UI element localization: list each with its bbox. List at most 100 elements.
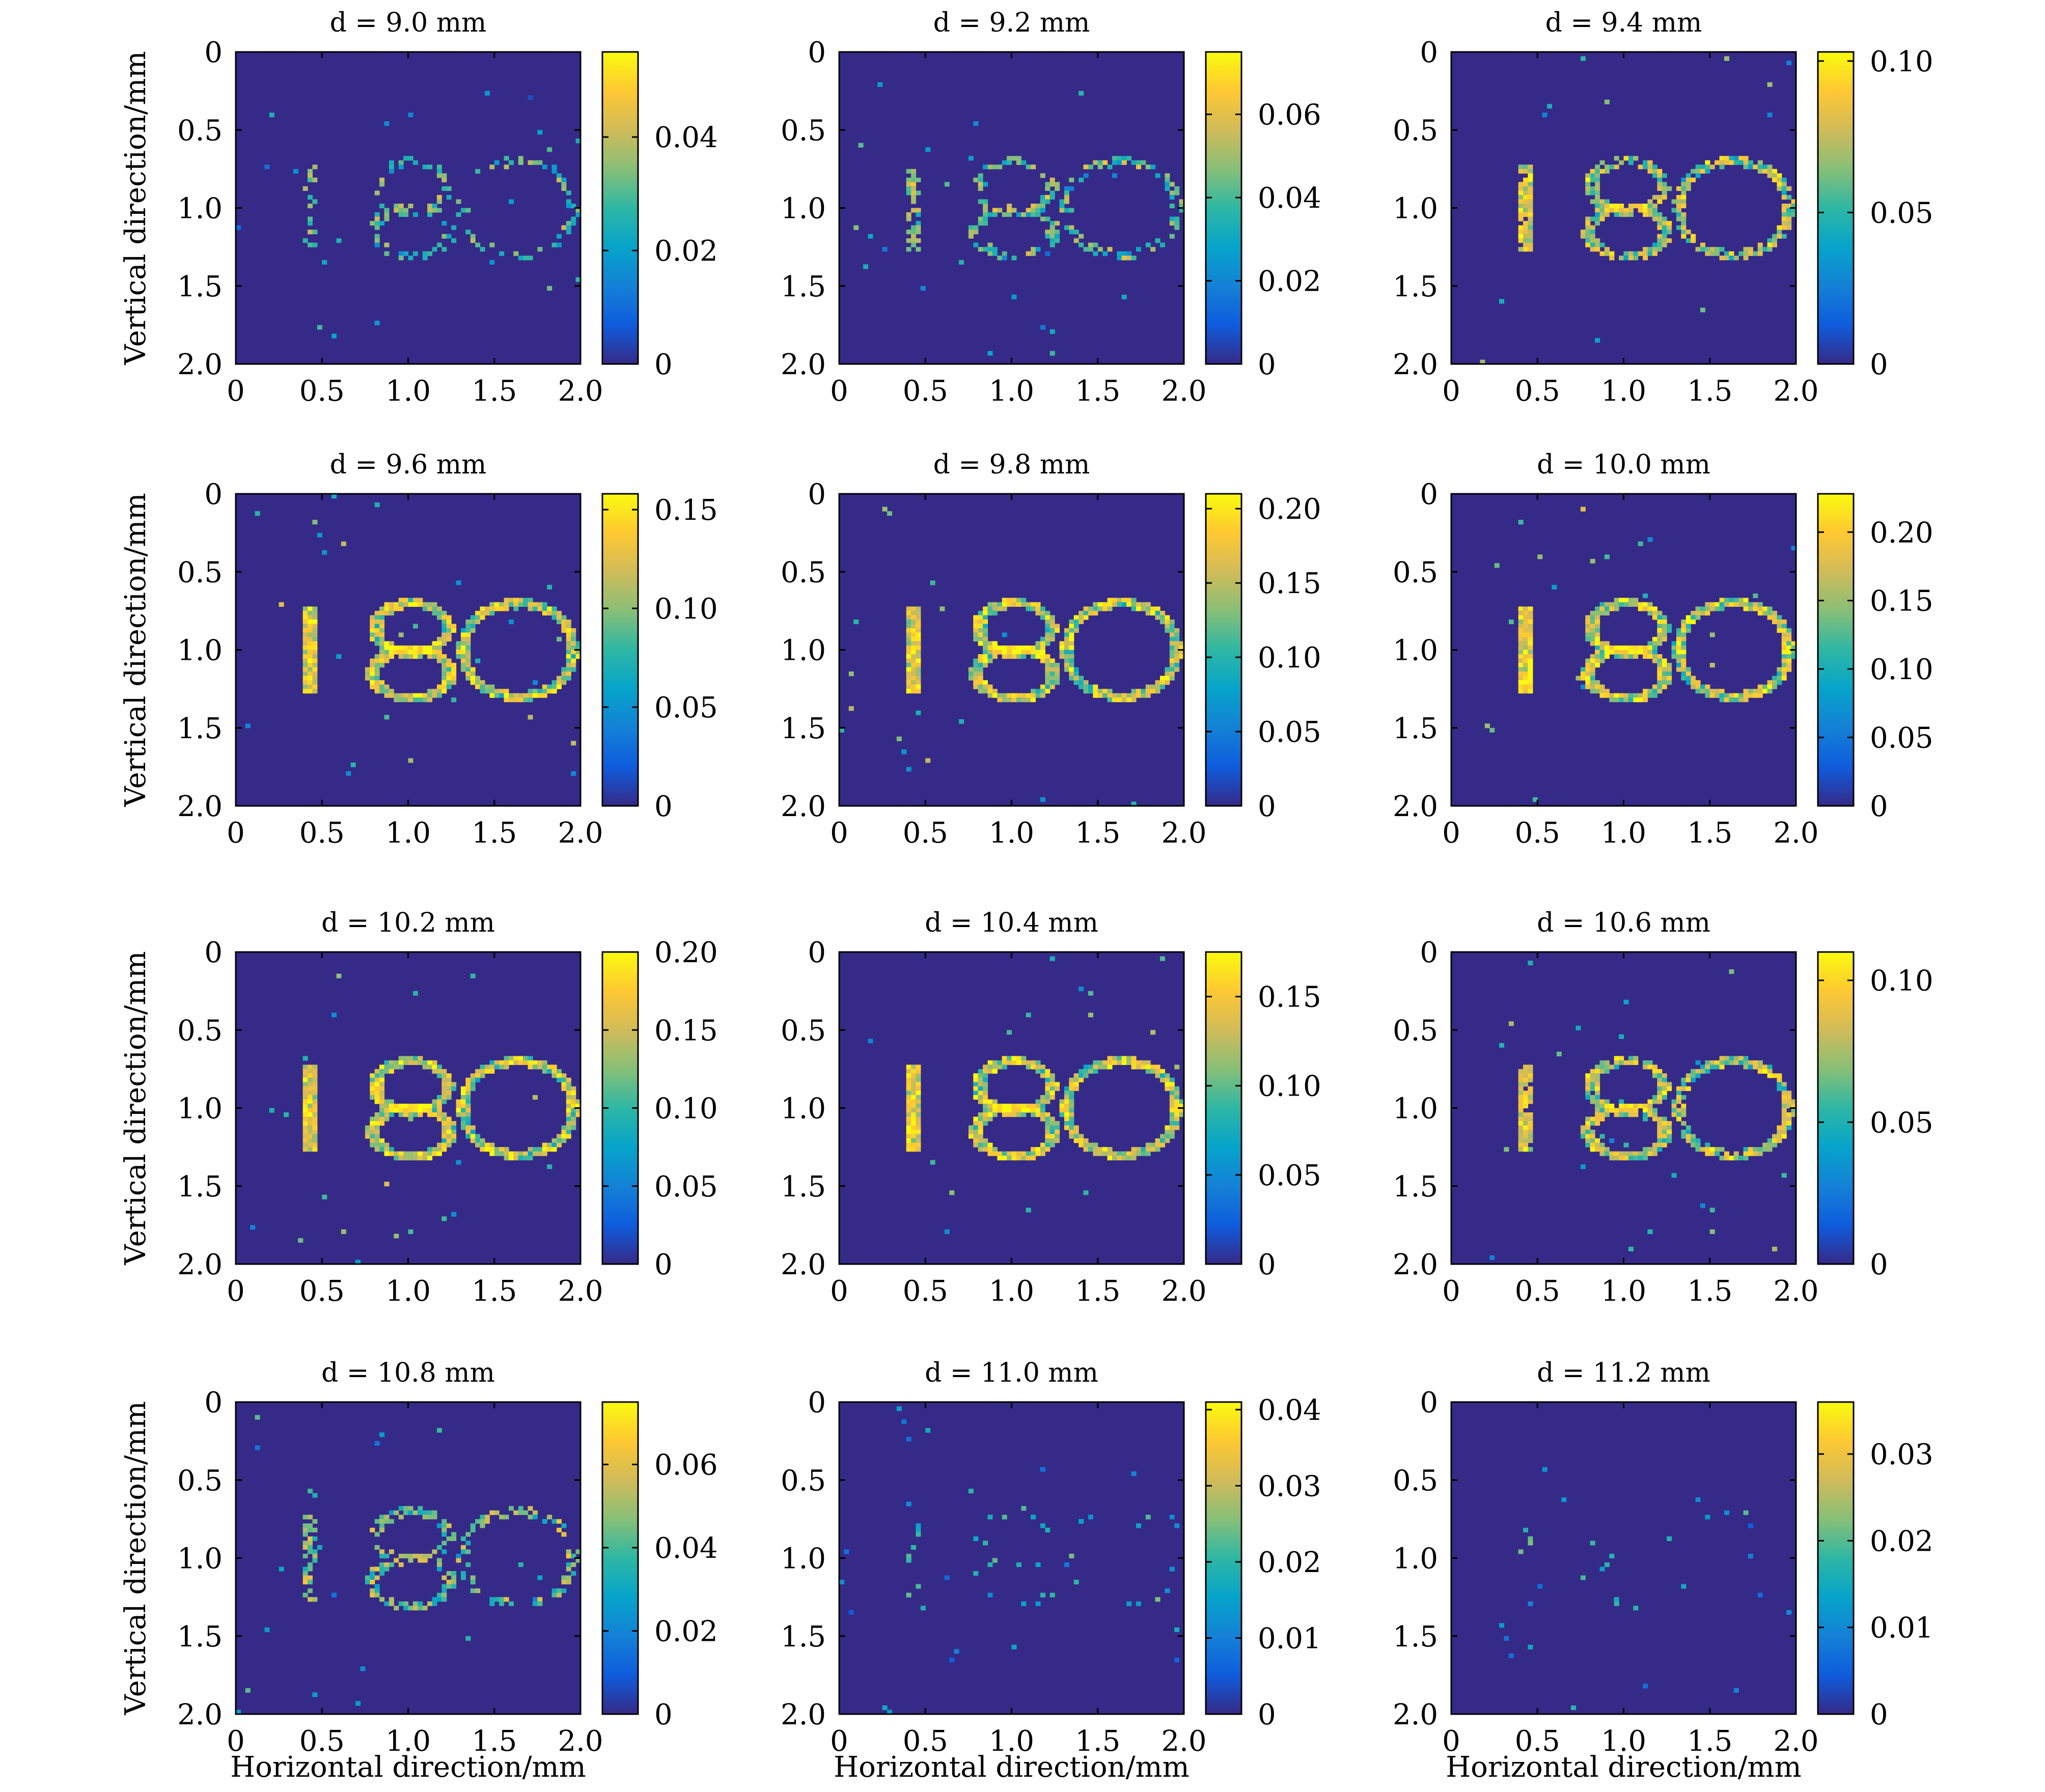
heatmap-cell bbox=[499, 1147, 505, 1152]
heatmap-cell bbox=[1518, 645, 1524, 651]
heatmap-cell bbox=[983, 684, 988, 689]
heatmap-cell bbox=[906, 212, 911, 217]
heatmap-cell bbox=[412, 1553, 418, 1559]
heatmap-cell bbox=[427, 203, 433, 209]
heatmap-cell bbox=[1733, 1151, 1739, 1156]
heatmap-cell bbox=[1040, 199, 1045, 204]
heatmap-cell bbox=[403, 1606, 409, 1611]
heatmap-cell bbox=[1709, 632, 1715, 637]
heatmap-cell bbox=[1021, 212, 1027, 217]
heatmap-cell bbox=[513, 598, 519, 603]
heatmap-cell bbox=[1633, 645, 1639, 651]
heatmap-cell bbox=[384, 654, 390, 659]
heatmap-cell bbox=[575, 212, 581, 217]
heatmap-cell bbox=[1049, 663, 1055, 668]
heatmap-cell bbox=[1059, 1103, 1065, 1109]
heatmap-cell bbox=[1518, 1090, 1524, 1096]
heatmap-cell bbox=[379, 1549, 385, 1554]
heatmap-cell bbox=[408, 1151, 413, 1156]
heatmap-cell bbox=[441, 1090, 447, 1096]
heatmap-cell bbox=[1049, 1086, 1055, 1091]
heatmap-cell bbox=[906, 182, 911, 187]
heatmap-cell bbox=[987, 247, 993, 252]
heatmap-cell bbox=[1676, 667, 1681, 672]
heatmap-cell bbox=[374, 641, 380, 646]
heatmap-cell bbox=[1647, 1099, 1653, 1104]
heatmap-cell bbox=[1518, 238, 1524, 243]
heatmap-cell bbox=[571, 203, 576, 209]
heatmap-cell bbox=[432, 208, 437, 213]
heatmap-cell bbox=[1585, 177, 1591, 183]
heatmap-cell bbox=[308, 1090, 313, 1096]
heatmap-cell bbox=[1705, 1147, 1710, 1152]
heatmap-cell bbox=[436, 208, 442, 213]
heatmap-cell bbox=[1528, 1147, 1533, 1152]
heatmap-cell bbox=[484, 1519, 490, 1524]
heatmap-cell bbox=[1055, 1130, 1060, 1135]
heatmap-cell bbox=[1719, 606, 1725, 611]
heatmap-cell bbox=[906, 654, 911, 659]
heatmap-cell bbox=[412, 602, 418, 607]
x-tick-label: 1.5 bbox=[472, 817, 517, 850]
heatmap-cell bbox=[1753, 693, 1758, 698]
heatmap-cell bbox=[1040, 1073, 1045, 1078]
heatmap-cell bbox=[911, 658, 917, 663]
heatmap-cell bbox=[1580, 1164, 1586, 1169]
heatmap-cell bbox=[906, 680, 911, 685]
heatmap-cell bbox=[441, 667, 447, 672]
heatmap-cell bbox=[1159, 610, 1165, 615]
heatmap-cell bbox=[308, 610, 313, 615]
heatmap-cell bbox=[916, 1082, 921, 1087]
heatmap-cell bbox=[1145, 1060, 1151, 1065]
heatmap-cell bbox=[489, 1151, 495, 1156]
heatmap-cell bbox=[1126, 1156, 1132, 1161]
x-tick-label: 2.0 bbox=[1161, 375, 1206, 408]
heatmap-cell bbox=[1523, 1065, 1529, 1070]
heatmap-cell bbox=[1628, 208, 1634, 213]
heatmap-cell bbox=[1599, 1566, 1605, 1572]
heatmap-cell bbox=[1705, 247, 1710, 252]
heatmap-cell bbox=[1136, 1060, 1141, 1065]
heatmap-cell bbox=[1055, 680, 1060, 685]
heatmap-cell bbox=[1055, 628, 1060, 633]
heatmap-cell bbox=[1662, 230, 1667, 235]
heatmap-cell bbox=[1662, 1082, 1667, 1087]
heatmap-cell bbox=[1691, 684, 1696, 689]
heatmap-cell bbox=[566, 671, 571, 677]
heatmap-cell bbox=[978, 1142, 983, 1147]
heatmap-cell bbox=[978, 199, 983, 204]
heatmap-cell bbox=[954, 1649, 959, 1654]
heatmap-cell bbox=[308, 1116, 313, 1122]
heatmap-cell bbox=[1623, 212, 1629, 217]
heatmap-cell bbox=[1174, 1090, 1180, 1096]
heatmap-cell bbox=[1700, 610, 1705, 615]
heatmap-cell bbox=[1595, 216, 1600, 221]
heatmap-cell bbox=[379, 1095, 385, 1100]
heatmap-cell bbox=[1518, 680, 1524, 685]
x-tick-label: 0.5 bbox=[903, 1725, 948, 1758]
heatmap-cell bbox=[1016, 1056, 1021, 1061]
heatmap-cell bbox=[460, 654, 466, 659]
heatmap-cell bbox=[1064, 1090, 1069, 1096]
heatmap-cell bbox=[312, 628, 318, 633]
heatmap-cell bbox=[441, 610, 447, 615]
heatmap-cell bbox=[1743, 251, 1749, 256]
heatmap-cell bbox=[556, 1077, 562, 1083]
heatmap-cell bbox=[1045, 610, 1051, 615]
heatmap-cell bbox=[1767, 689, 1773, 694]
heatmap-cell bbox=[504, 693, 509, 698]
x-tick-label: 2.0 bbox=[1773, 817, 1818, 850]
heatmap-cell bbox=[1647, 247, 1653, 252]
heatmap-cell bbox=[1031, 212, 1036, 217]
heatmap-cell bbox=[1088, 1069, 1093, 1074]
heatmap-cell bbox=[973, 684, 979, 689]
heatmap-cell bbox=[973, 676, 979, 681]
heatmap-cell bbox=[1628, 650, 1634, 655]
heatmap-cell bbox=[1045, 1147, 1051, 1152]
heatmap-cell bbox=[1685, 182, 1691, 187]
heatmap-cell bbox=[1777, 676, 1782, 681]
heatmap-cell bbox=[542, 1069, 547, 1074]
heatmap-cell bbox=[1518, 1082, 1524, 1087]
heatmap-cell bbox=[1667, 1138, 1672, 1143]
